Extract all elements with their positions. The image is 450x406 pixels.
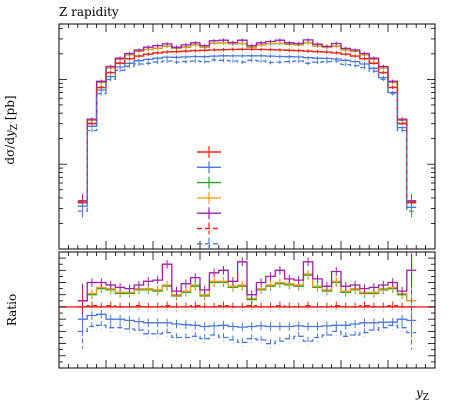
ratio-line-6 [77, 324, 417, 345]
main-line-4 [77, 39, 417, 202]
x-axis-label: yZ [415, 386, 429, 403]
main-line-6 [77, 59, 417, 212]
x-axis [58, 24, 436, 368]
chart-title: Z rapidity [59, 5, 119, 19]
ratio-series-group [59, 253, 435, 350]
main-line-1 [77, 55, 417, 208]
main-line-0 [77, 48, 417, 204]
legend [197, 146, 221, 250]
main-axes [59, 27, 435, 250]
ratio-plot [58, 251, 436, 369]
ratio-line-1 [77, 313, 417, 328]
ratio-axes [59, 257, 435, 369]
main-series-group [77, 38, 417, 220]
y-axis-label: dσ/dyZ [pb] [3, 95, 20, 164]
ratio-axis-label: Ratio [5, 294, 19, 326]
main-plot [58, 23, 436, 250]
main-line-5 [77, 48, 417, 203]
ratio-line-4 [77, 261, 417, 302]
